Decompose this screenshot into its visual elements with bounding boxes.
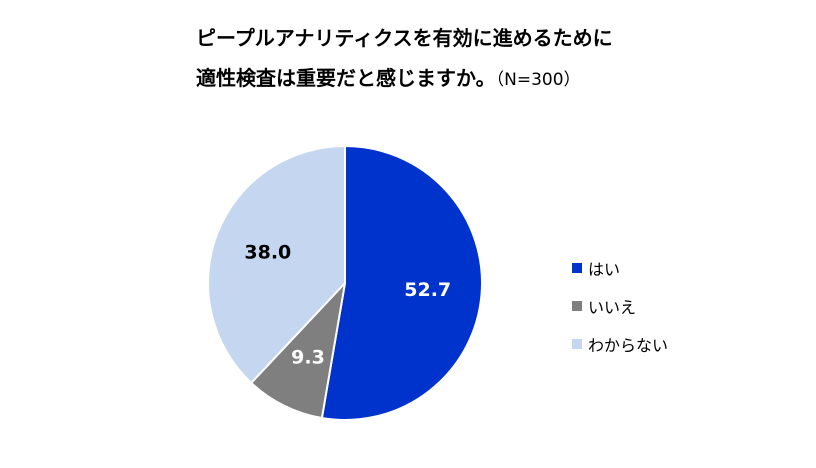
legend-swatch-3 [572,339,582,349]
legend-item-1: はい [572,249,668,287]
legend-swatch-1 [572,263,582,273]
legend-label-3: わからない [588,336,669,355]
chart-title: ピープルアナリティクスを有効に進めるために 適性検査は重要だと感じますか。（N=3… [196,18,613,100]
pie-value-labels: 52.7 9.3 38.0 [244,241,451,368]
legend: はいいいえわからない [572,249,668,363]
legend-label-2: いいえ [588,298,637,317]
pie-slice-3 [207,145,346,384]
chart-title-line2: 適性検査は重要だと感じますか。 [196,66,496,90]
sample-size-note: （N=300） [495,70,581,90]
pie-slice-1 [320,145,483,421]
chart-title-line1: ピープルアナリティクスを有効に進めるために [196,26,613,50]
legend-item-3: わからない [572,325,668,363]
data-label-3: 38.0 [244,241,291,263]
pie-slices [207,145,483,421]
pie-slice-2 [250,282,346,420]
data-label-1: 52.7 [404,279,451,301]
legend-label-1: はい [588,260,621,279]
legend-swatch-2 [572,301,582,311]
legend-item-2: いいえ [572,287,668,325]
data-label-2: 9.3 [291,346,325,368]
